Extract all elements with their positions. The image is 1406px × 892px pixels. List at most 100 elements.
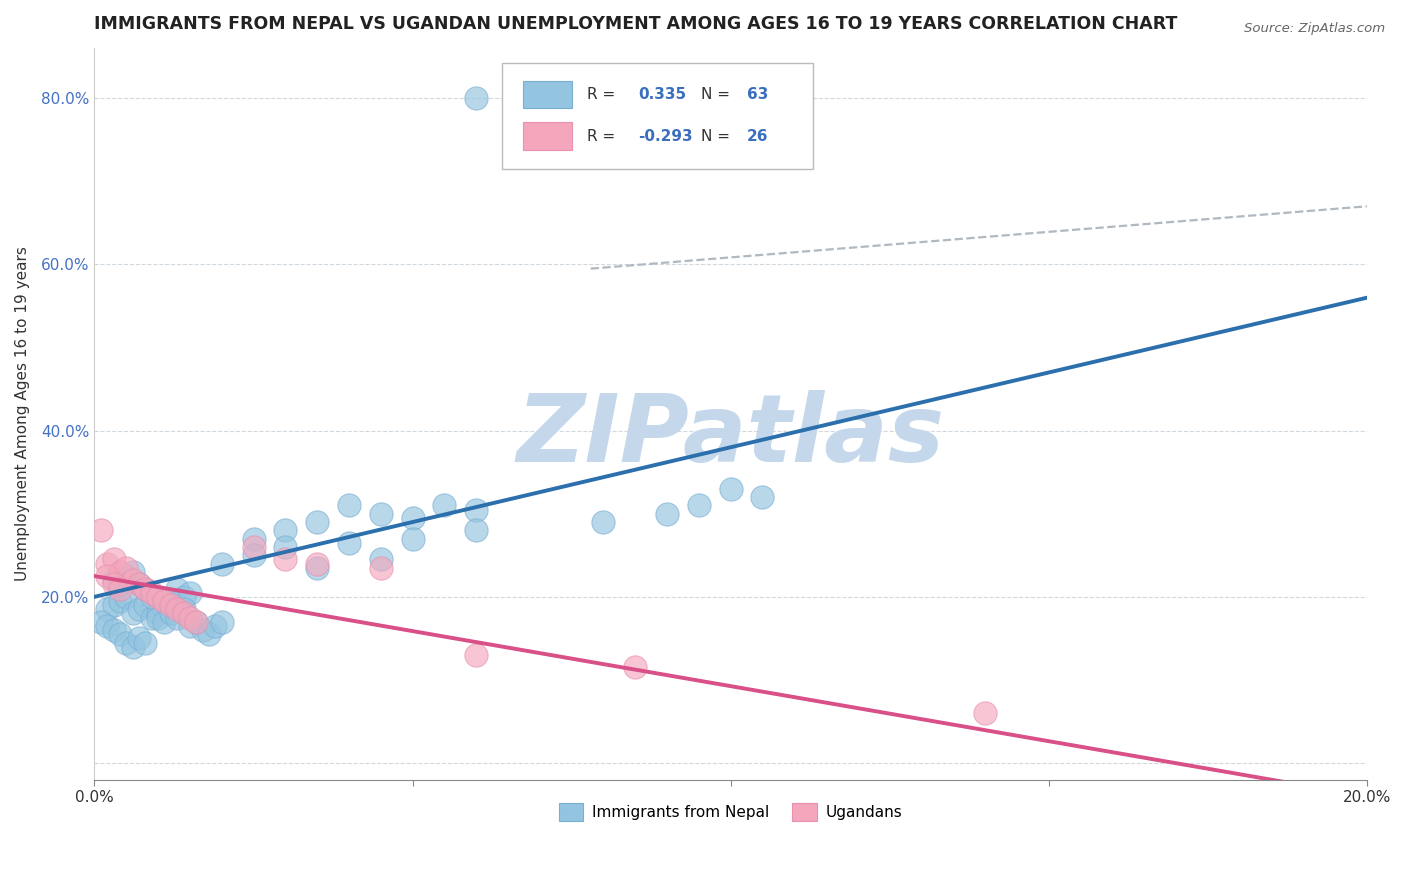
Text: R =: R = [586, 128, 620, 144]
Point [179, 610, 201, 624]
Point [103, 623, 125, 637]
Point [307, 515, 329, 529]
FancyBboxPatch shape [502, 63, 813, 169]
Point [146, 607, 169, 621]
FancyBboxPatch shape [523, 122, 572, 150]
Point [103, 598, 125, 612]
Point [401, 511, 423, 525]
Point [115, 569, 138, 583]
Text: IMMIGRANTS FROM NEPAL VS UGANDAN UNEMPLOYMENT AMONG AGES 16 TO 19 YEARS CORRELAT: IMMIGRANTS FROM NEPAL VS UGANDAN UNEMPLO… [94, 15, 1178, 33]
Point [166, 582, 188, 596]
Point [146, 590, 169, 604]
Point [242, 532, 264, 546]
Point [103, 573, 125, 587]
Point [134, 598, 156, 612]
Point [159, 598, 181, 612]
Point [141, 610, 163, 624]
Point [465, 648, 488, 662]
Point [108, 582, 131, 596]
Point [128, 577, 150, 591]
Point [370, 507, 392, 521]
Text: N =: N = [702, 128, 735, 144]
Point [274, 540, 297, 554]
Point [153, 615, 176, 629]
Text: 0.335: 0.335 [638, 87, 686, 102]
Point [433, 499, 456, 513]
Point [115, 635, 138, 649]
Point [128, 577, 150, 591]
Point [146, 610, 169, 624]
Point [191, 623, 214, 637]
Point [96, 619, 118, 633]
Point [688, 499, 710, 513]
Point [274, 552, 297, 566]
Point [720, 482, 742, 496]
Point [274, 524, 297, 538]
Point [121, 573, 143, 587]
Point [134, 635, 156, 649]
Point [465, 524, 488, 538]
Point [211, 615, 233, 629]
Point [108, 594, 131, 608]
Point [204, 619, 226, 633]
Point [96, 602, 118, 616]
Point [337, 499, 360, 513]
Point [108, 627, 131, 641]
Point [198, 627, 221, 641]
Text: -0.293: -0.293 [638, 128, 692, 144]
Point [592, 515, 614, 529]
Point [134, 582, 156, 596]
Point [173, 590, 195, 604]
Point [465, 91, 488, 105]
Point [121, 565, 143, 579]
Point [159, 594, 181, 608]
Text: 63: 63 [747, 87, 769, 102]
Point [655, 507, 678, 521]
Point [166, 610, 188, 624]
Point [242, 540, 264, 554]
Point [141, 585, 163, 599]
Point [974, 706, 997, 720]
Point [90, 524, 112, 538]
Point [96, 569, 118, 583]
Point [134, 582, 156, 596]
Point [242, 549, 264, 563]
Point [337, 536, 360, 550]
Point [128, 632, 150, 646]
Point [153, 594, 176, 608]
Point [307, 560, 329, 574]
Y-axis label: Unemployment Among Ages 16 to 19 years: Unemployment Among Ages 16 to 19 years [15, 246, 30, 582]
Point [173, 602, 195, 616]
Point [121, 607, 143, 621]
Point [103, 577, 125, 591]
Text: R =: R = [586, 87, 620, 102]
Point [186, 615, 208, 629]
Point [211, 557, 233, 571]
Text: Source: ZipAtlas.com: Source: ZipAtlas.com [1244, 22, 1385, 36]
Point [153, 602, 176, 616]
Point [90, 615, 112, 629]
Point [179, 585, 201, 599]
Point [173, 607, 195, 621]
Point [401, 532, 423, 546]
Point [307, 557, 329, 571]
Point [96, 557, 118, 571]
Point [624, 660, 647, 674]
Point [166, 602, 188, 616]
Point [115, 590, 138, 604]
Point [108, 565, 131, 579]
Point [108, 577, 131, 591]
Point [121, 640, 143, 654]
Point [115, 560, 138, 574]
Point [179, 619, 201, 633]
Text: ZIPatlas: ZIPatlas [516, 390, 945, 482]
Point [103, 552, 125, 566]
Point [141, 590, 163, 604]
Point [186, 615, 208, 629]
Point [128, 602, 150, 616]
Point [159, 607, 181, 621]
Point [751, 490, 773, 504]
Legend: Immigrants from Nepal, Ugandans: Immigrants from Nepal, Ugandans [553, 797, 908, 827]
Text: 26: 26 [747, 128, 769, 144]
Point [370, 560, 392, 574]
